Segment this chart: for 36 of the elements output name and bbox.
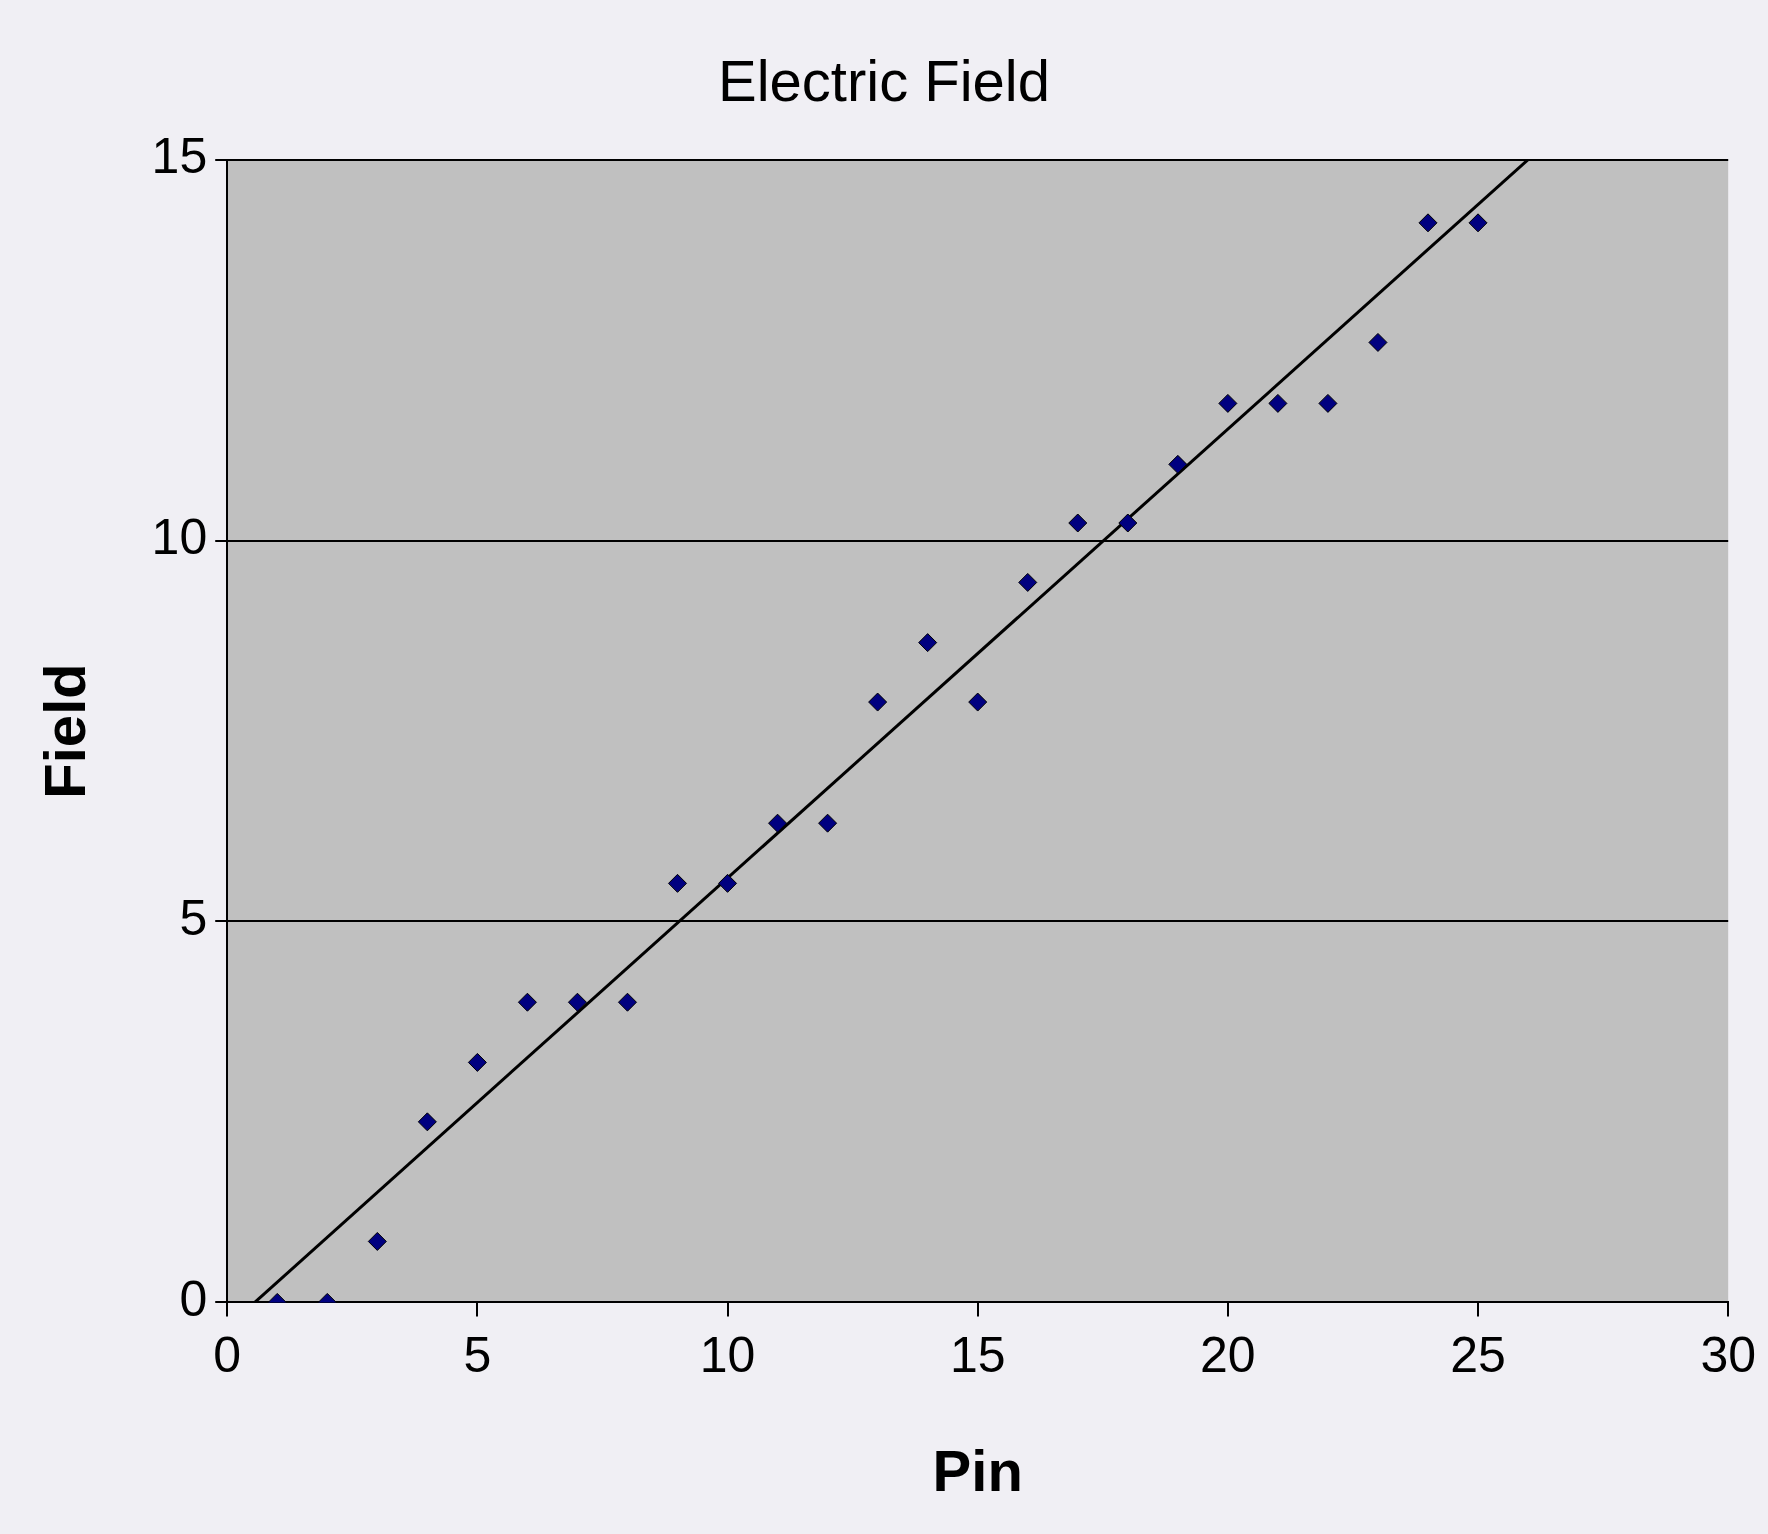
point [1118,513,1138,533]
point [1318,393,1338,413]
point [1018,572,1038,592]
point [367,1231,387,1251]
x-tick-label: 25 [1450,1327,1506,1384]
point [1068,513,1088,533]
y-axis-title: Field [31,663,97,799]
point [818,813,838,833]
point [718,873,738,893]
point [868,692,888,712]
point [668,873,688,893]
chart-title: Electric Field [718,47,1050,113]
point [417,1112,437,1132]
x-tick-label: 5 [463,1327,492,1384]
y-tick-label: 5 [179,890,208,947]
point [1368,332,1388,352]
x-axis-title: Pin [932,1438,1023,1504]
point [617,992,637,1012]
y-tick-label: 15 [151,128,208,185]
point [467,1052,487,1072]
x-tick-label: 15 [949,1327,1006,1384]
point [567,992,587,1012]
point [1418,213,1438,233]
point [1168,454,1188,474]
point [517,992,537,1012]
point [1468,213,1488,233]
x-tick-label: 20 [1200,1327,1256,1384]
point [918,633,938,653]
x-tick-label: 10 [699,1327,756,1384]
y-tick-label: 0 [179,1271,208,1328]
y-tick-label: 10 [151,509,208,566]
point [1268,393,1288,413]
x-tick-label: 30 [1700,1327,1756,1384]
point [968,692,988,712]
point [1218,393,1238,413]
point [768,813,788,833]
